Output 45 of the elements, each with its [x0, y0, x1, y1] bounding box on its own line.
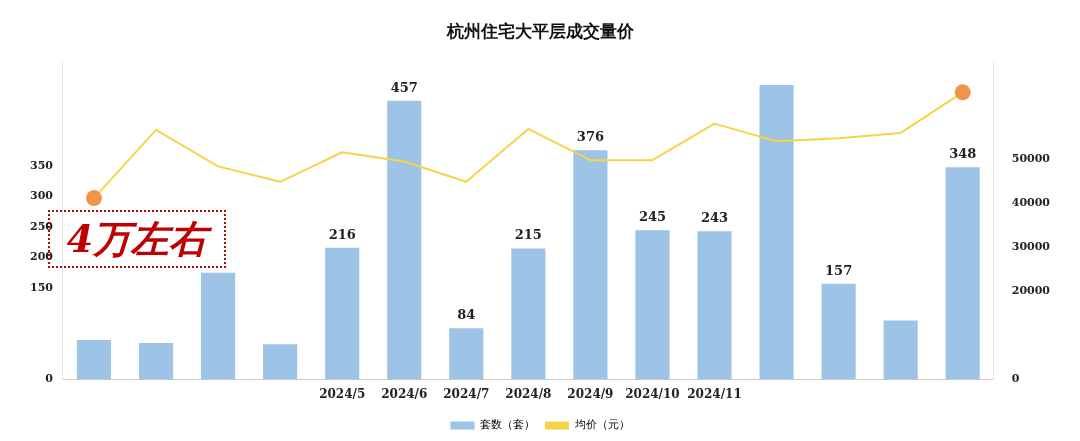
- data-label: 457: [390, 79, 418, 95]
- data-label: 245: [638, 209, 667, 225]
- bar: [263, 344, 298, 380]
- y2-tick-label: 50000: [1011, 152, 1051, 166]
- bar: [511, 248, 546, 380]
- x-tick-label: 2024/5: [319, 386, 366, 401]
- bar: [387, 100, 422, 380]
- x-tick-label: 2024/7: [443, 386, 490, 401]
- y-tick-label: 300: [29, 189, 54, 203]
- y-tick-label: 0: [45, 372, 54, 386]
- data-label: 348: [949, 146, 977, 162]
- legend-label: 均价（元）: [573, 418, 630, 432]
- legend-label: 套数（套）: [480, 418, 535, 432]
- bar: [945, 167, 980, 380]
- bar: [138, 343, 174, 380]
- bar: [325, 247, 360, 380]
- data-label: 215: [514, 227, 542, 243]
- x-tick-label: 2024/11: [687, 386, 742, 401]
- y-tick-label: 150: [29, 280, 54, 294]
- bar: [883, 320, 918, 380]
- data-label: 157: [825, 262, 853, 278]
- y2-tick-label: 40000: [1011, 196, 1051, 210]
- y2-tick-label: 0: [1011, 372, 1020, 386]
- bar: [821, 283, 856, 380]
- x-tick-label: 2024/6: [381, 386, 428, 401]
- bar: [759, 84, 794, 380]
- chart-title: 杭州住宅大平层成交量价: [445, 20, 635, 41]
- x-tick-label: 2024/9: [567, 386, 614, 401]
- data-label: 216: [328, 226, 356, 242]
- x-tick-label: 2024/10: [625, 386, 680, 401]
- y-tick-label: 350: [29, 158, 54, 172]
- y-tick-label: 200: [29, 250, 54, 264]
- bar: [697, 231, 732, 380]
- data-label: 84: [457, 307, 476, 323]
- data-label: 376: [576, 129, 604, 145]
- bar: [635, 230, 670, 380]
- bar: [76, 339, 112, 380]
- y2-tick-label: 30000: [1011, 240, 1051, 254]
- x-tick-label: 2024/8: [505, 386, 552, 401]
- y-tick-label: 250: [29, 219, 54, 233]
- data-label: 243: [700, 210, 729, 226]
- y2-tick-label: 20000: [1011, 284, 1051, 298]
- bar: [449, 328, 484, 380]
- bar: [201, 272, 236, 380]
- bar: [573, 150, 608, 380]
